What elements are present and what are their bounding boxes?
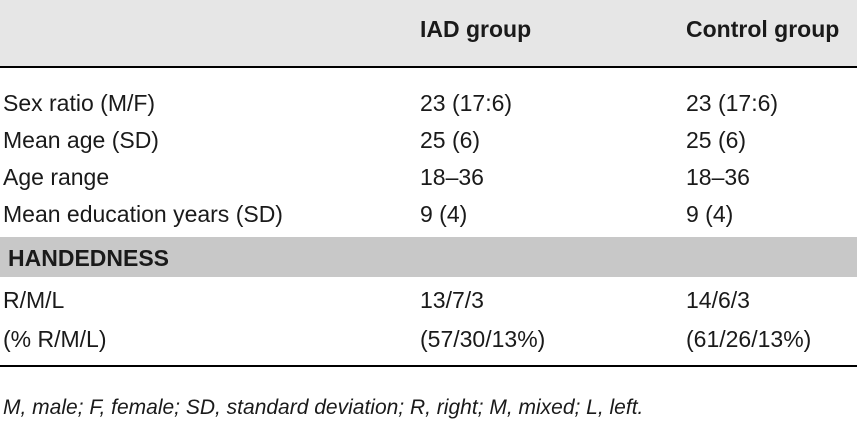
section-title: HANDEDNESS: [8, 245, 170, 271]
control-value: 18–36: [686, 164, 750, 190]
iad-value: 25 (6): [420, 127, 481, 153]
table-bottom-rule: [0, 365, 857, 367]
row-label: Sex ratio (M/F): [3, 90, 156, 116]
iad-value: 13/7/3: [420, 287, 484, 313]
iad-value: 23 (17:6): [420, 90, 513, 116]
column-header-iad: IAD group: [420, 16, 532, 42]
row-label: Age range: [3, 164, 110, 190]
table-row: Mean age (SD) 25 (6) 25 (6): [0, 121, 857, 159]
control-value: 9 (4): [686, 201, 734, 227]
table-row: Sex ratio (M/F) 23 (17:6) 23 (17:6): [0, 84, 857, 122]
row-label: Mean education years (SD): [3, 201, 283, 227]
iad-value: 9 (4): [420, 201, 468, 227]
table-row: R/M/L 13/7/3 14/6/3: [0, 281, 857, 319]
table-header: IAD group Control group: [0, 0, 857, 68]
row-label: (% R/M/L): [3, 326, 107, 352]
iad-value: (57/30/13%): [420, 326, 546, 352]
table-row: Mean education years (SD) 9 (4) 9 (4): [0, 195, 857, 233]
iad-value: 18–36: [420, 164, 484, 190]
row-label: R/M/L: [3, 287, 65, 313]
section-header-handedness: HANDEDNESS: [0, 237, 857, 277]
control-value: 23 (17:6): [686, 90, 779, 116]
table-footnote: M, male; F, female; SD, standard deviati…: [3, 396, 644, 419]
table-row: (% R/M/L) (57/30/13%) (61/26/13%): [0, 320, 857, 358]
table-row: Age range 18–36 18–36: [0, 158, 857, 196]
control-value: 14/6/3: [686, 287, 750, 313]
row-label: Mean age (SD): [3, 127, 159, 153]
column-header-control: Control group: [686, 16, 840, 42]
control-value: 25 (6): [686, 127, 747, 153]
control-value: (61/26/13%): [686, 326, 812, 352]
